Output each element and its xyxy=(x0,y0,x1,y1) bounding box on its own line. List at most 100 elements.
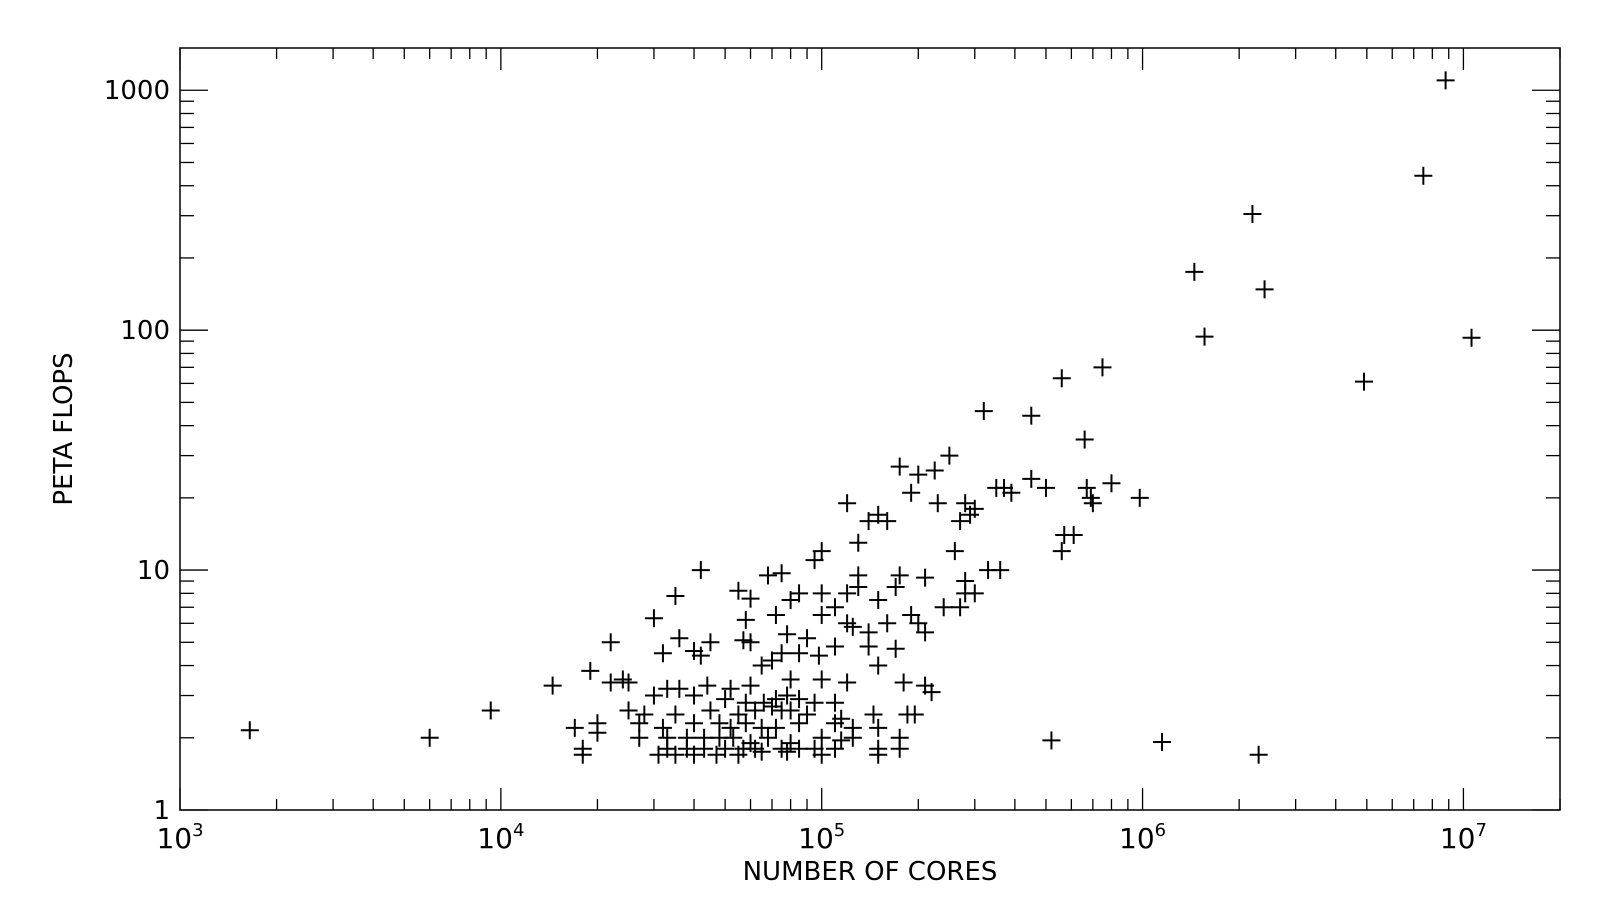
data-point xyxy=(928,494,947,513)
data-point xyxy=(685,745,704,764)
data-point xyxy=(890,739,909,758)
data-point xyxy=(758,566,777,585)
data-point xyxy=(543,676,562,695)
data-point xyxy=(653,644,672,663)
data-point xyxy=(991,561,1010,580)
data-point xyxy=(772,564,791,583)
data-point xyxy=(849,578,868,597)
data-point xyxy=(825,637,844,656)
data-point xyxy=(766,690,785,709)
x-tick-label: 103 xyxy=(156,820,203,855)
data-point xyxy=(741,676,760,695)
plot-frame xyxy=(179,47,1561,811)
y-tick-label: 1 xyxy=(153,796,170,826)
data-point xyxy=(1153,733,1172,752)
data-point xyxy=(781,591,800,610)
data-point xyxy=(1093,358,1112,377)
data-point xyxy=(481,701,500,720)
data-point xyxy=(581,661,600,680)
x-tick-labels: 103 104 105 106 107 xyxy=(156,820,1487,855)
data-point xyxy=(778,742,797,761)
data-points xyxy=(240,71,1481,764)
data-point xyxy=(716,690,735,709)
data-point xyxy=(601,673,620,692)
data-point xyxy=(1130,488,1149,507)
data-point xyxy=(838,494,857,513)
data-point xyxy=(1064,526,1083,545)
data-point xyxy=(869,656,888,675)
data-point xyxy=(1414,166,1433,185)
data-point xyxy=(940,446,959,465)
data-point xyxy=(666,745,685,764)
data-point xyxy=(790,690,809,709)
data-point xyxy=(420,728,439,747)
data-point xyxy=(724,728,743,747)
data-point xyxy=(951,512,970,531)
data-point xyxy=(909,465,928,484)
data-point xyxy=(925,461,944,480)
data-point xyxy=(240,721,259,740)
data-point xyxy=(902,483,921,502)
data-point xyxy=(1081,488,1100,507)
data-point xyxy=(805,551,824,570)
data-point xyxy=(691,646,710,665)
data-point xyxy=(902,605,921,624)
data-point xyxy=(812,584,831,603)
data-point xyxy=(1036,478,1055,497)
data-point xyxy=(763,651,782,670)
data-point xyxy=(734,631,753,650)
data-point xyxy=(670,629,689,648)
data-point xyxy=(843,728,862,747)
data-point xyxy=(781,670,800,689)
data-point xyxy=(758,728,777,747)
data-point xyxy=(666,586,685,605)
data-point xyxy=(729,581,748,600)
data-point xyxy=(838,584,857,603)
data-point xyxy=(798,629,817,648)
data-point xyxy=(741,633,760,652)
data-point xyxy=(974,402,993,421)
data-point xyxy=(1052,542,1071,561)
data-point xyxy=(721,679,740,698)
data-point xyxy=(729,745,748,764)
data-point xyxy=(695,739,714,758)
data-point xyxy=(1075,430,1094,449)
data-point xyxy=(825,693,844,712)
data-point xyxy=(961,505,980,524)
data-point xyxy=(778,686,797,705)
data-point xyxy=(781,701,800,720)
data-point xyxy=(864,705,883,724)
data-point xyxy=(619,701,638,720)
data-point xyxy=(886,578,905,597)
data-point xyxy=(653,718,672,737)
data-point xyxy=(685,686,704,705)
data-point xyxy=(859,637,878,656)
data-point xyxy=(701,633,720,652)
data-point xyxy=(849,533,868,552)
data-point xyxy=(1052,369,1071,388)
data-point xyxy=(1255,280,1274,299)
data-point xyxy=(945,542,964,561)
data-point xyxy=(1042,731,1061,750)
data-point xyxy=(790,644,809,663)
y-tick-label: 100 xyxy=(120,316,170,346)
data-point xyxy=(965,584,984,603)
major-ticks xyxy=(179,48,1560,811)
data-point xyxy=(812,542,831,561)
data-point xyxy=(741,589,760,608)
data-point xyxy=(630,728,649,747)
data-point xyxy=(905,705,924,724)
x-tick-label: 104 xyxy=(477,820,524,855)
data-point xyxy=(701,701,720,720)
data-point xyxy=(809,646,828,665)
data-point xyxy=(812,728,831,747)
data-point xyxy=(1462,328,1481,347)
data-point xyxy=(922,683,941,702)
data-point xyxy=(601,633,620,652)
data-point xyxy=(798,705,817,724)
data-point xyxy=(778,625,797,644)
data-point xyxy=(987,478,1006,497)
data-point xyxy=(644,609,663,628)
data-point xyxy=(869,745,888,764)
